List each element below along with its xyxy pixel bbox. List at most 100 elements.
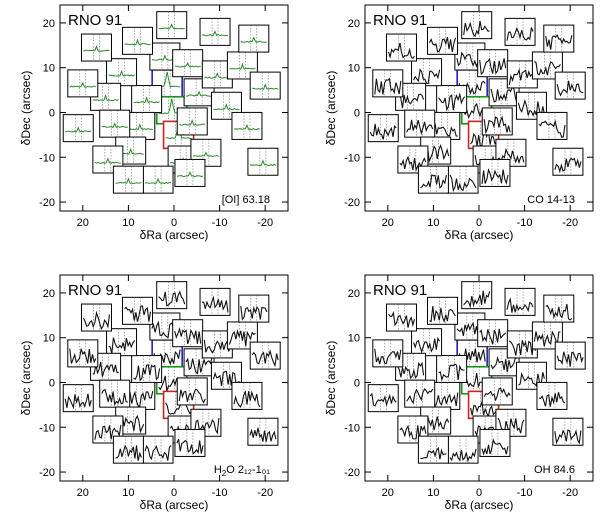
- spectrum-line: [83, 310, 111, 331]
- line-label: OH 84.6: [534, 464, 575, 476]
- spectrum-line: [212, 371, 240, 387]
- x-tick-label: 0: [171, 217, 177, 229]
- y-tick-label: 0: [354, 107, 360, 119]
- spectrum-line: [178, 388, 206, 404]
- x-tick-label: -20: [257, 217, 273, 229]
- spaxel-box: [142, 165, 174, 194]
- x-tick-label: 10: [122, 217, 134, 229]
- spectrum-line: [185, 357, 213, 375]
- source-label: RNO 91: [373, 12, 427, 29]
- spaxel-frame: [80, 303, 112, 332]
- spaxel-frame: [404, 379, 436, 408]
- spectrum-line: [186, 90, 213, 97]
- spectrum-line: [399, 155, 427, 172]
- spaxel-box: [385, 33, 417, 62]
- y-tick-label: -10: [344, 422, 360, 434]
- x-tick-label: -20: [562, 217, 578, 229]
- spaxel-box: [554, 71, 586, 100]
- panel-oi: 20 10 0 -10 -20 -20 -10 0 10 20 RNO 91 [OI] 63.18…: [19, 4, 289, 242]
- spectrum-line: [406, 119, 434, 136]
- spaxel-box: [62, 384, 94, 413]
- spaxel-box: [131, 355, 163, 384]
- spectrum-line: [413, 336, 441, 354]
- spaxel-box: [156, 281, 188, 310]
- spaxel-box: [172, 49, 204, 78]
- tick-group: 20 10 0 -10 -20 -20 -10 0 10 20: [39, 275, 288, 499]
- spectrum-line: [438, 92, 466, 112]
- spaxel-box: [80, 303, 112, 332]
- spaxel-box: [238, 24, 270, 53]
- panel-h2o: 20 10 0 -10 -20 -20 -10 0 10 20 RNO 91 H2O 2₁₂-1₀…: [19, 274, 289, 512]
- spectrum-line: [397, 361, 425, 380]
- spectrum-line: [463, 20, 490, 38]
- spaxel-box: [367, 384, 399, 413]
- spaxel-box: [122, 296, 154, 325]
- spaxel-frame: [504, 287, 536, 316]
- spaxel-frame: [142, 435, 174, 464]
- spaxel-box: [176, 377, 208, 406]
- spectrum-line: [397, 90, 425, 109]
- spaxel-box: [417, 165, 449, 194]
- spaxel-box: [367, 114, 399, 143]
- spaxel-box: [436, 355, 468, 384]
- spaxel-frame: [249, 341, 281, 370]
- spectrum-line: [165, 399, 192, 415]
- spectrum-line: [179, 119, 206, 126]
- spectrum-line: [133, 364, 161, 382]
- x-axis-label: δRa (arcsec): [445, 228, 514, 242]
- spectrum-line: [508, 340, 536, 356]
- x-tick-label: 0: [171, 487, 177, 499]
- spaxel-box: [67, 69, 99, 98]
- spectrum-line: [203, 339, 231, 354]
- spaxel-box: [479, 428, 511, 457]
- spaxel-group: [62, 281, 281, 464]
- spaxel-box: [552, 417, 584, 446]
- spaxel-box: [67, 339, 99, 368]
- x-tick-label: -20: [562, 487, 578, 499]
- spectrum-line: [399, 424, 427, 441]
- spectrum-line: [387, 42, 415, 60]
- spaxel-frame: [404, 109, 436, 138]
- spectrum-line: [251, 349, 279, 368]
- spaxel-box: [436, 85, 468, 114]
- spaxel-box: [99, 109, 131, 138]
- spectrum-line: [429, 305, 456, 324]
- spaxel-frame: [417, 165, 449, 194]
- spaxel-box: [404, 379, 436, 408]
- spaxel-group: [367, 11, 586, 194]
- spectrum-line: [463, 290, 491, 309]
- y-tick-label: 0: [49, 107, 55, 119]
- tick-group: 20 10 0 -10 -20 -20 -10 0 10 20: [39, 5, 288, 229]
- spectrum-line: [115, 177, 142, 184]
- y-tick-label: -10: [39, 152, 55, 164]
- spectrum-line: [533, 330, 561, 347]
- spectrum-line: [144, 444, 172, 461]
- spaxel-group: [367, 281, 586, 464]
- y-tick-label: -20: [39, 467, 55, 479]
- spectrum-line: [115, 444, 142, 461]
- y-tick-label: 20: [43, 288, 55, 300]
- spaxel-frame: [199, 287, 231, 316]
- x-tick-label: -10: [517, 487, 533, 499]
- y-tick-label: -20: [344, 467, 360, 479]
- spaxel-box: [172, 319, 204, 348]
- spectrum-line: [470, 401, 498, 418]
- spaxel-box: [552, 147, 584, 176]
- spectrum-line: [420, 446, 447, 460]
- spaxel-box: [543, 294, 575, 323]
- spaxel-box: [62, 114, 94, 143]
- y-axis-label: δDec (arcsec): [324, 71, 338, 146]
- spectrum-line: [108, 337, 136, 354]
- spectrum-line: [556, 80, 584, 97]
- x-tick-label: 0: [476, 487, 482, 499]
- spaxel-box: [404, 109, 436, 138]
- spaxel-box: [417, 435, 449, 464]
- spaxel-box: [481, 107, 513, 136]
- spaxel-box: [495, 138, 527, 167]
- spaxel-box: [461, 281, 493, 310]
- x-axis-label: δRa (arcsec): [445, 498, 514, 512]
- spectrum-line: [406, 388, 434, 405]
- spectrum-line: [252, 83, 279, 91]
- spaxel-box: [142, 435, 174, 464]
- spectrum-line: [449, 448, 477, 463]
